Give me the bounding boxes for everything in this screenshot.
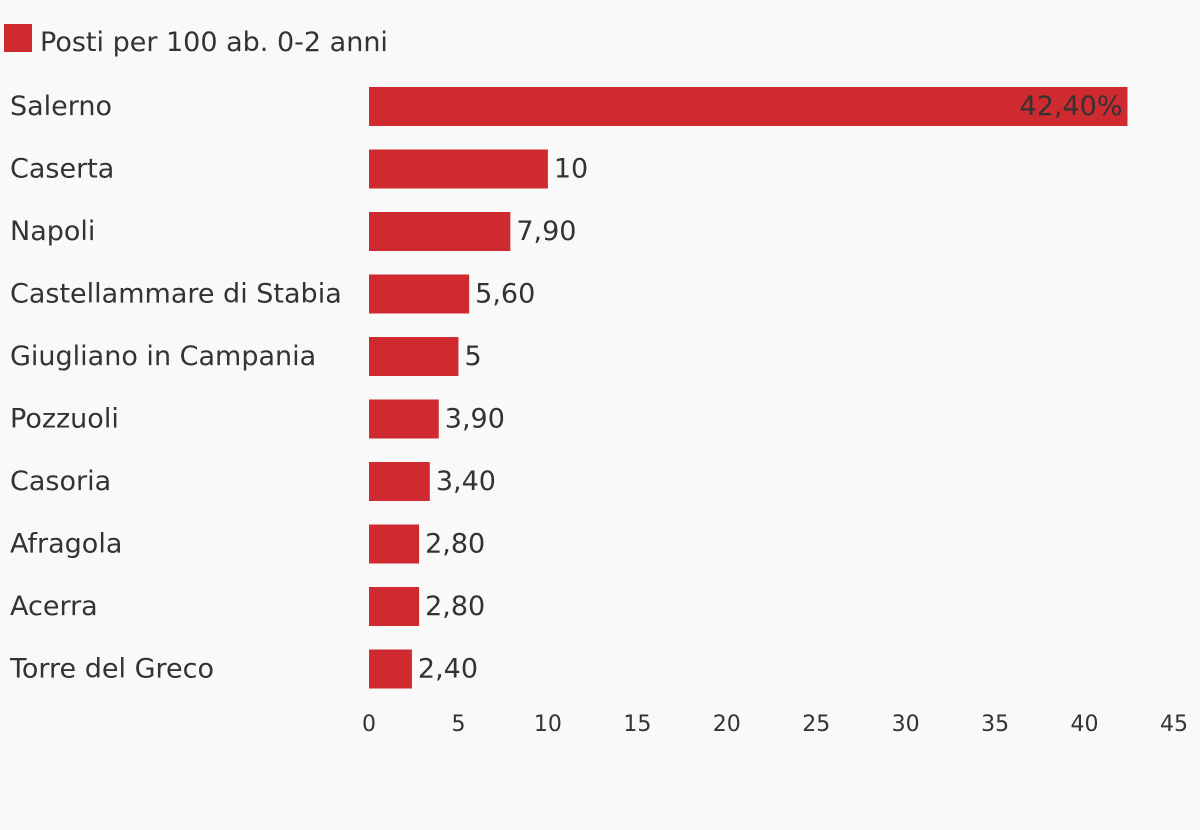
- value-label-casoria: 3,40: [436, 466, 496, 497]
- legend: Posti per 100 ab. 0-2 anni: [4, 24, 388, 58]
- category-label-castellammare-di-stabia: Castellammare di Stabia: [10, 279, 342, 310]
- category-label-caserta: Caserta: [10, 154, 114, 185]
- x-tick-label: 0: [362, 712, 376, 737]
- bar-acerra: [369, 587, 420, 626]
- category-label-torre-del-greco: Torre del Greco: [9, 654, 214, 685]
- value-labels: 42,40% 10 7,90 5,60 5 3,90 3,40 2,80 2,80 2,40: [418, 91, 1123, 685]
- x-tick-label: 45: [1160, 712, 1188, 737]
- value-label-torre-del-greco: 2,40: [418, 654, 478, 685]
- category-label-casoria: Casoria: [10, 466, 111, 497]
- category-label-salerno: Salerno: [10, 91, 112, 122]
- value-label-napoli: 7,90: [516, 216, 576, 247]
- x-axis: 0 5 10 15 20 25 30 35 40 45: [362, 712, 1188, 737]
- bar-napoli: [369, 212, 511, 251]
- value-label-giugliano-in-campania: 5: [464, 341, 481, 372]
- bars: [369, 87, 1128, 689]
- x-tick-label: 20: [713, 712, 741, 737]
- category-label-pozzuoli: Pozzuoli: [10, 404, 119, 435]
- bar-castellammare-di-stabia: [369, 274, 470, 314]
- bar-casoria: [369, 462, 430, 501]
- category-label-napoli: Napoli: [10, 216, 95, 247]
- x-tick-label: 30: [892, 712, 920, 737]
- bar-torre-del-greco: [369, 649, 412, 689]
- x-tick-label: 5: [451, 712, 465, 737]
- x-tick-label: 25: [802, 712, 830, 737]
- bar-giugliano-in-campania: [369, 337, 459, 376]
- category-labels: Salerno Caserta Napoli Castellammare di Sta…: [9, 91, 342, 685]
- category-label-acerra: Acerra: [10, 591, 98, 622]
- value-label-acerra: 2,80: [425, 591, 485, 622]
- value-label-salerno: 42,40%: [1020, 91, 1123, 122]
- bar-caserta: [369, 149, 548, 189]
- value-label-pozzuoli: 3,90: [445, 404, 505, 435]
- x-tick-label: 35: [981, 712, 1009, 737]
- bar-pozzuoli: [369, 399, 439, 439]
- value-label-caserta: 10: [554, 154, 588, 185]
- value-label-castellammare-di-stabia: 5,60: [475, 279, 535, 310]
- x-tick-label: 15: [623, 712, 651, 737]
- x-tick-label: 10: [534, 712, 562, 737]
- category-label-afragola: Afragola: [10, 529, 122, 560]
- legend-swatch: [4, 24, 32, 52]
- x-tick-label: 40: [1071, 712, 1099, 737]
- legend-label: Posti per 100 ab. 0-2 anni: [40, 27, 388, 58]
- category-label-giugliano-in-campania: Giugliano in Campania: [10, 341, 316, 372]
- bar-salerno: [369, 87, 1128, 126]
- bar-afragola: [369, 524, 420, 564]
- value-label-afragola: 2,80: [425, 529, 485, 560]
